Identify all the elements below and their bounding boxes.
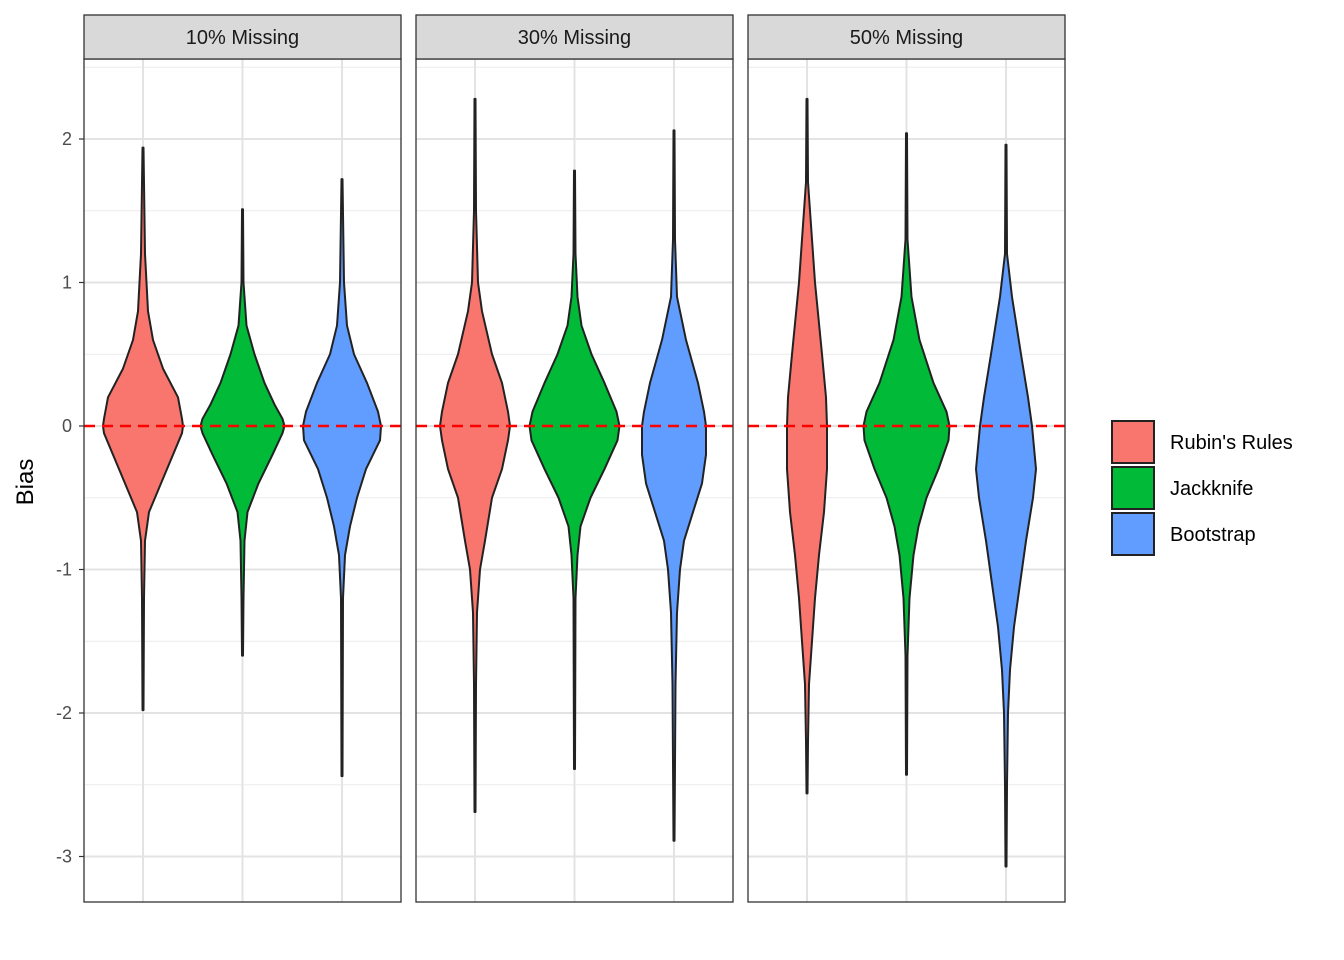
y-tick-label: 0 (62, 416, 72, 436)
y-tick-label: 1 (62, 273, 72, 293)
facet-panel: 10% Missing (83, 14, 402, 903)
y-tick-label: -3 (56, 847, 72, 867)
facet-panel: 30% Missing (415, 14, 734, 903)
legend-key (1111, 512, 1155, 556)
y-tick-label: -1 (56, 560, 72, 580)
violin-bootstrap (302, 178, 382, 778)
legend-label: Jackknife (1170, 478, 1253, 500)
violin-jackknife (862, 132, 951, 776)
legend-key (1111, 420, 1155, 464)
facet-title: 30% Missing (518, 27, 631, 49)
facet-strip (83, 14, 402, 60)
legend-label: Bootstrap (1170, 524, 1256, 546)
facet-strip (747, 14, 1066, 60)
y-tick-label: -2 (56, 703, 72, 723)
facet-panels: 10% Missing 30% Missing 50% Missing (83, 14, 1066, 903)
violin-bootstrap (641, 129, 707, 842)
legend-key (1111, 466, 1155, 510)
legend: Rubin's Rules Jackknife Bootstrap (1111, 420, 1293, 556)
facet-strip (415, 14, 734, 60)
y-tick-label: 2 (62, 129, 72, 149)
violin-rubin-s-rules (102, 146, 184, 712)
violin-jackknife (199, 208, 286, 657)
y-axis: -3 -2 -1 0 1 2 (56, 129, 84, 867)
violin-bootstrap (975, 143, 1037, 868)
facet-panel: 50% Missing (747, 14, 1066, 903)
violin-rubin-s-rules (439, 97, 511, 814)
y-axis-label: Bias (12, 459, 39, 506)
violin-jackknife (528, 169, 621, 770)
facet-title: 10% Missing (186, 27, 299, 49)
facet-title: 50% Missing (850, 27, 963, 49)
legend-label: Rubin's Rules (1170, 432, 1293, 454)
violin-rubin-s-rules (786, 97, 828, 795)
